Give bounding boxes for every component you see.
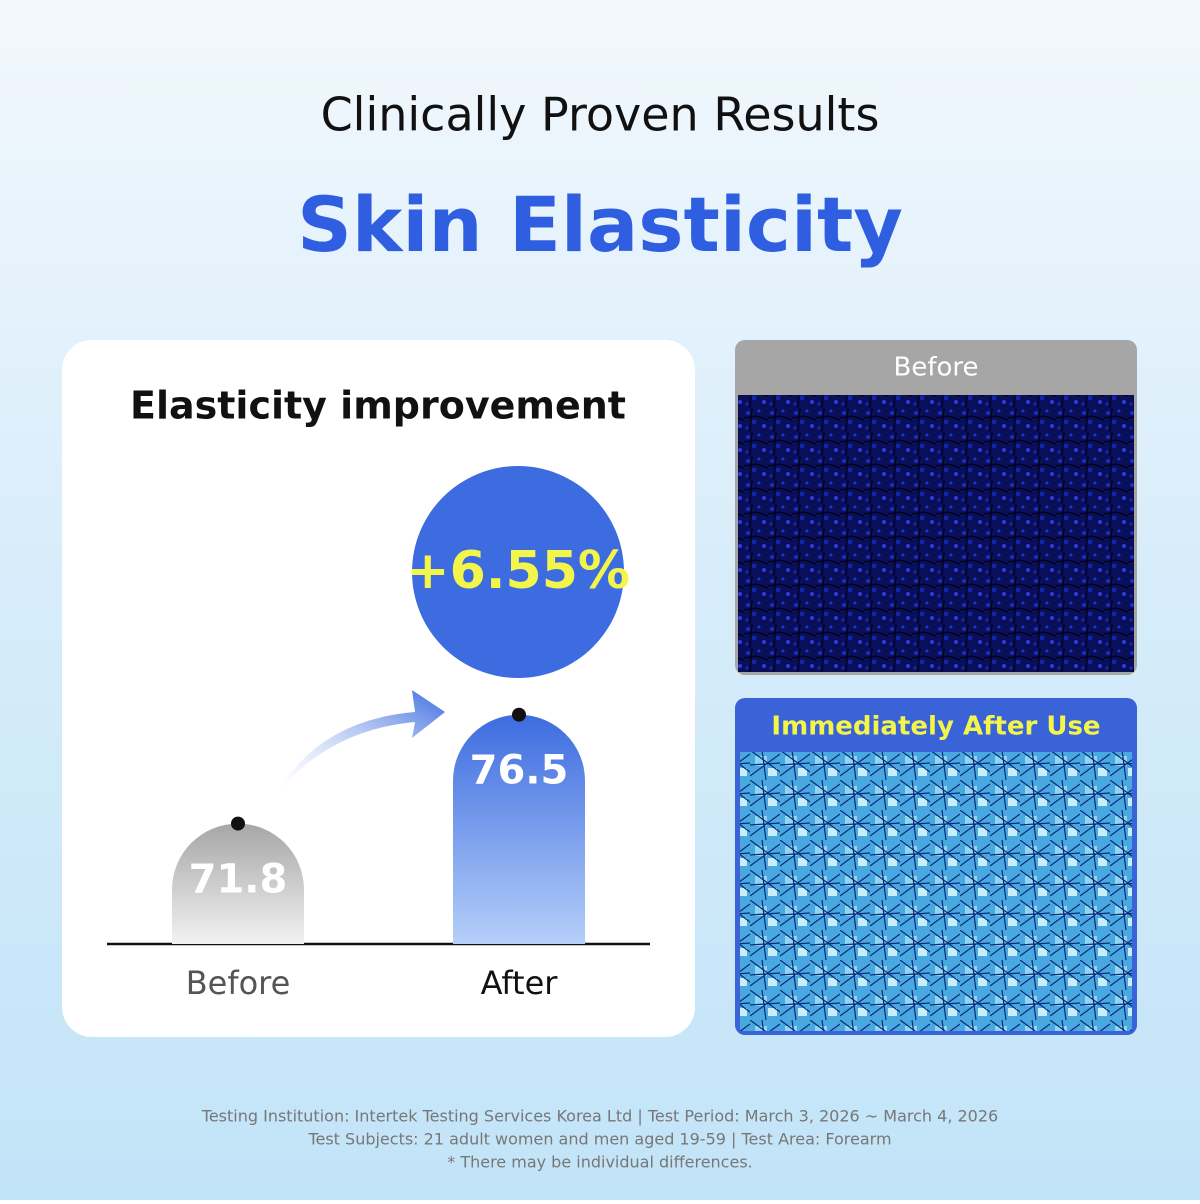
badge — [412, 466, 624, 678]
bar-dot — [231, 816, 245, 831]
footer-line: Testing Institution: Intertek Testing Se… — [201, 1107, 998, 1126]
after-label: Immediately After Use — [771, 712, 1100, 742]
chart-title: Elasticity improvement — [130, 384, 626, 428]
x-tick-label: Before — [186, 964, 291, 1002]
title: Skin Elasticity — [297, 180, 903, 269]
chart-card — [62, 340, 695, 1037]
after-image — [740, 752, 1132, 1031]
footer-line: Test Subjects: 21 adult women and men ag… — [307, 1130, 891, 1149]
value-label: 71.8 — [189, 857, 288, 903]
bars: 71.8 Before 76.5 After — [172, 707, 585, 1002]
value-label: 76.5 — [470, 748, 569, 794]
footer-line: * There may be individual differences. — [447, 1153, 753, 1172]
bar-dot — [512, 707, 526, 722]
eyebrow: Clinically Proven Results — [321, 88, 880, 142]
bar — [453, 714, 585, 944]
x-tick-label: After — [481, 964, 559, 1002]
before-label: Before — [893, 353, 978, 383]
badge-text: +6.55% — [406, 541, 630, 601]
before-image — [738, 395, 1134, 672]
bar — [172, 823, 304, 944]
arrow — [278, 690, 445, 792]
